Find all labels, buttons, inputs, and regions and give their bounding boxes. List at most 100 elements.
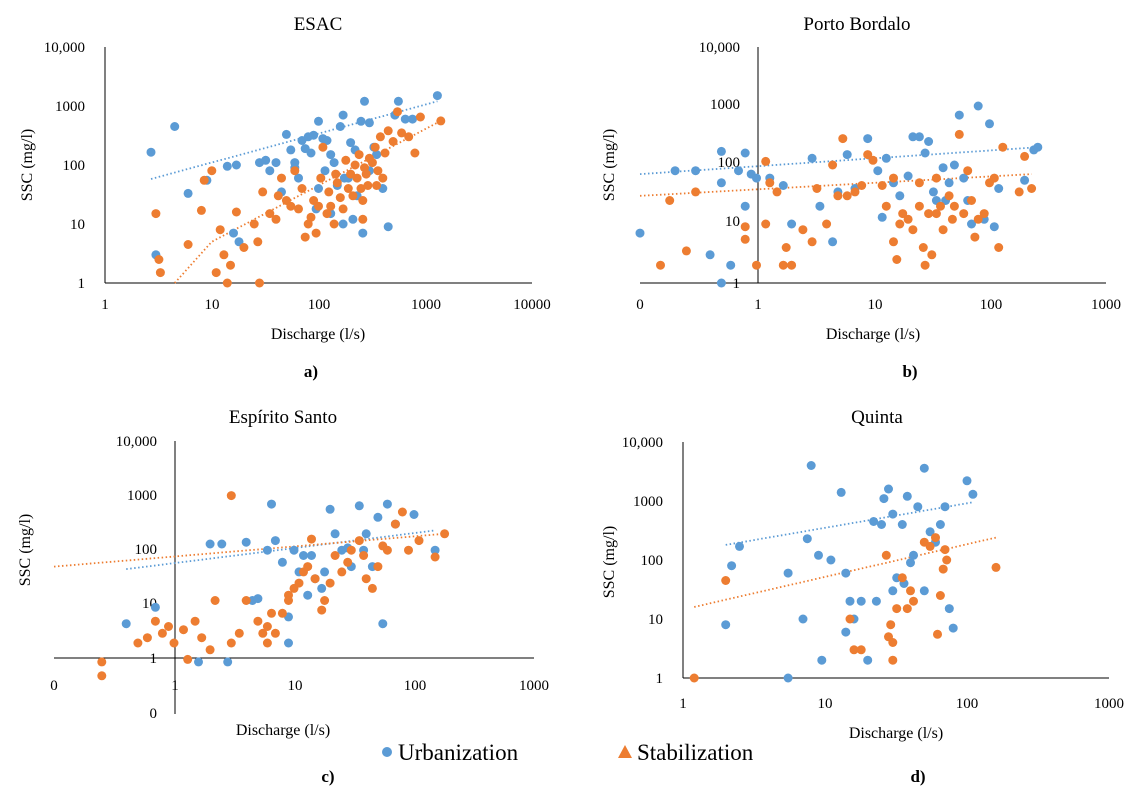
data-point-stabilization xyxy=(886,620,896,630)
data-point-stabilization xyxy=(902,604,912,614)
data-point-stabilization xyxy=(277,608,287,618)
data-point-stabilization xyxy=(196,205,206,215)
data-point-stabilization xyxy=(155,268,165,278)
data-point-urbanization xyxy=(778,181,788,190)
data-point-stabilization xyxy=(326,201,336,211)
data-point-stabilization xyxy=(183,240,193,249)
data-point-stabilization xyxy=(909,596,918,606)
chart-panel-b: Porto Bordalo SSC (mg/l) 0 1 10 100 1000… xyxy=(601,14,1121,381)
data-point-stabilization xyxy=(297,184,307,193)
data-point-urbanization xyxy=(409,510,419,519)
data-point-stabilization xyxy=(169,638,179,648)
data-point-stabilization xyxy=(226,491,236,501)
data-point-urbanization xyxy=(356,116,366,126)
data-point-urbanization xyxy=(908,132,918,142)
data-point-stabilization xyxy=(772,187,782,197)
data-point-stabilization xyxy=(277,173,286,183)
data-point-stabilization xyxy=(430,552,440,562)
data-point-urbanization xyxy=(338,110,348,120)
data-point-urbanization xyxy=(973,101,983,111)
data-point-stabilization xyxy=(253,237,263,247)
data-point-urbanization xyxy=(348,214,358,224)
data-point-stabilization xyxy=(346,169,356,179)
data-point-urbanization xyxy=(884,484,893,494)
data-point-urbanization xyxy=(895,191,905,201)
data-point-stabilization xyxy=(393,107,402,117)
y-tick-label: 10,000 xyxy=(116,434,157,450)
data-point-urbanization xyxy=(994,184,1004,193)
data-point-stabilization xyxy=(358,214,368,224)
data-point-stabilization xyxy=(303,562,313,572)
y-tick-label: 1000 xyxy=(55,99,85,115)
y-axis-title-group: SSC (mg/l) xyxy=(601,526,618,598)
data-point-urbanization xyxy=(223,657,233,667)
data-point-stabilization xyxy=(197,633,207,643)
data-point-urbanization xyxy=(903,171,913,181)
data-point-urbanization xyxy=(267,499,276,509)
x-tick-label: 1000 xyxy=(519,678,549,694)
data-point-stabilization xyxy=(925,541,935,551)
data-point-urbanization xyxy=(294,173,303,183)
data-point-urbanization xyxy=(873,166,883,176)
data-point-urbanization xyxy=(286,145,296,155)
data-point-stabilization xyxy=(761,156,771,166)
x-tick-label: 10000 xyxy=(513,297,551,313)
y-tick-label: 10 xyxy=(70,217,85,233)
data-point-urbanization xyxy=(798,614,808,624)
x-tick-label: 100 xyxy=(956,696,979,712)
data-point-stabilization xyxy=(415,112,425,122)
x-axis-title: Discharge (l/s) xyxy=(849,725,943,742)
data-point-urbanization xyxy=(241,537,251,547)
plot-area xyxy=(689,461,1001,683)
data-point-stabilization xyxy=(273,191,283,201)
data-point-stabilization xyxy=(267,608,276,618)
data-point-urbanization xyxy=(1033,142,1043,152)
data-point-stabilization xyxy=(404,132,414,142)
trendline-stabilization xyxy=(639,173,1032,197)
data-point-stabilization xyxy=(927,250,937,260)
data-point-urbanization xyxy=(940,502,950,512)
data-point-urbanization xyxy=(787,219,797,229)
data-point-urbanization xyxy=(635,228,645,238)
data-point-stabilization xyxy=(210,596,220,605)
x-tick-label: 100 xyxy=(980,297,1003,313)
data-point-urbanization xyxy=(670,166,680,176)
data-point-stabilization xyxy=(807,237,817,247)
data-point-stabilization xyxy=(271,214,281,224)
data-point-stabilization xyxy=(979,209,989,219)
data-point-urbanization xyxy=(949,160,959,170)
data-point-urbanization xyxy=(432,91,442,101)
data-point-stabilization xyxy=(845,614,855,624)
data-point-urbanization xyxy=(691,166,701,176)
data-point-stabilization xyxy=(822,219,832,229)
data-point-urbanization xyxy=(828,237,838,247)
data-point-stabilization xyxy=(850,187,860,197)
data-point-urbanization xyxy=(928,187,938,197)
data-point-urbanization xyxy=(877,520,886,529)
data-point-urbanization xyxy=(317,583,327,593)
data-point-stabilization xyxy=(833,191,843,201)
data-point-stabilization xyxy=(359,551,369,560)
data-point-stabilization xyxy=(354,536,364,546)
data-point-urbanization xyxy=(146,147,156,157)
data-point-urbanization xyxy=(170,122,180,131)
data-point-stabilization xyxy=(316,173,326,183)
data-point-stabilization xyxy=(812,184,822,193)
data-point-urbanization xyxy=(740,201,750,211)
data-point-urbanization xyxy=(902,491,912,501)
data-point-stabilization xyxy=(226,260,235,270)
legend-label: Urbanization xyxy=(398,740,519,765)
data-point-urbanization xyxy=(985,119,994,129)
data-point-stabilization xyxy=(959,209,969,219)
x-tick-label: 1 xyxy=(679,696,687,712)
data-point-urbanization xyxy=(307,551,316,560)
data-point-urbanization xyxy=(309,130,319,140)
y-tick-label: 1000 xyxy=(127,488,157,504)
data-point-stabilization xyxy=(215,225,225,235)
data-point-stabilization xyxy=(231,207,241,217)
data-point-urbanization xyxy=(962,476,972,486)
x-tick-label: 10 xyxy=(288,678,303,694)
data-point-stabilization xyxy=(332,178,342,188)
data-point-stabilization xyxy=(895,219,905,229)
data-point-stabilization xyxy=(363,181,373,190)
